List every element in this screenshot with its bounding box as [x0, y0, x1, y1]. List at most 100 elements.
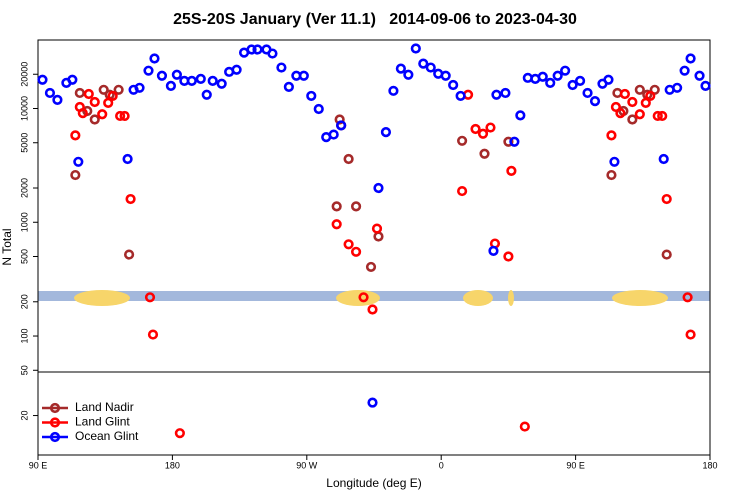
point — [470, 123, 481, 135]
y-tick-label: 20000 — [19, 62, 29, 87]
point — [343, 153, 354, 165]
point — [367, 304, 378, 315]
point — [545, 77, 556, 88]
chart-title: 25S-20S January (Ver 11.1) 2014-09-06 to… — [173, 11, 577, 28]
point — [491, 89, 502, 100]
point — [103, 97, 114, 108]
point — [627, 96, 638, 108]
y-tick-label: 5000 — [19, 133, 29, 153]
legend-marker — [49, 417, 61, 428]
legend-label: Land Glint — [75, 415, 130, 429]
point — [609, 156, 620, 167]
point — [658, 153, 669, 165]
point — [373, 182, 384, 194]
point — [156, 70, 168, 81]
land-blob — [74, 290, 130, 306]
point — [350, 246, 362, 257]
point — [440, 70, 451, 81]
point — [107, 90, 118, 102]
point — [515, 110, 526, 121]
point — [657, 110, 668, 122]
point — [672, 82, 683, 93]
point — [418, 58, 429, 69]
x-axis-label: Longitude (deg E) — [326, 476, 421, 490]
y-tick-label: 100 — [19, 329, 29, 344]
x-tick-label: 180 — [702, 460, 717, 470]
y-tick-label: 2000 — [19, 178, 29, 198]
y-tick-label: 10000 — [19, 96, 29, 121]
point — [74, 87, 85, 99]
point — [252, 44, 263, 55]
point — [44, 87, 56, 99]
point — [506, 165, 517, 176]
legend-marker — [49, 402, 61, 414]
point — [83, 88, 94, 100]
point — [645, 90, 656, 102]
point — [298, 70, 309, 81]
point — [640, 97, 651, 108]
point — [134, 82, 145, 93]
point — [574, 75, 586, 86]
x-tick-label: 90 E — [29, 460, 48, 470]
point — [457, 185, 468, 197]
point — [425, 62, 436, 73]
point — [119, 110, 130, 122]
point — [149, 53, 160, 64]
point — [694, 70, 705, 81]
point — [682, 292, 693, 303]
point — [246, 44, 257, 55]
point — [700, 80, 711, 91]
point — [552, 70, 563, 81]
land-blob — [336, 290, 380, 306]
point — [328, 129, 339, 140]
point — [331, 219, 342, 230]
point — [70, 130, 81, 141]
point — [52, 94, 63, 105]
point — [147, 329, 159, 340]
point — [448, 79, 459, 91]
plot-frame — [37, 39, 711, 456]
point — [216, 78, 227, 89]
point — [455, 90, 466, 102]
legend-label: Ocean Glint — [75, 429, 139, 443]
point — [195, 73, 206, 85]
point — [77, 108, 88, 119]
point — [388, 85, 399, 96]
point — [201, 89, 212, 100]
point — [503, 251, 514, 262]
point — [113, 84, 124, 95]
point — [519, 421, 530, 432]
point — [634, 109, 645, 120]
point — [73, 156, 84, 167]
point — [615, 108, 626, 119]
y-tick-label: 20 — [19, 411, 29, 421]
point — [231, 64, 242, 75]
x-tick-label: 180 — [165, 460, 180, 470]
point — [115, 110, 126, 122]
y-tick-label: 1000 — [19, 212, 29, 232]
point — [89, 96, 100, 108]
point — [500, 87, 511, 99]
point — [509, 136, 520, 147]
point — [350, 201, 362, 212]
point — [267, 48, 278, 59]
point — [661, 193, 672, 205]
point — [627, 114, 638, 125]
y-axis-label: N Total — [0, 228, 14, 265]
legend-marker — [49, 431, 61, 443]
point — [89, 114, 100, 125]
point — [336, 120, 347, 131]
point — [373, 231, 384, 242]
point — [171, 69, 182, 80]
point — [661, 249, 672, 260]
point — [125, 193, 136, 205]
point — [283, 81, 294, 92]
point — [503, 136, 514, 147]
point — [122, 153, 133, 165]
point — [207, 75, 218, 86]
point — [331, 201, 342, 212]
point — [479, 148, 490, 159]
point — [567, 79, 578, 91]
y-tick-label: 200 — [19, 294, 29, 309]
